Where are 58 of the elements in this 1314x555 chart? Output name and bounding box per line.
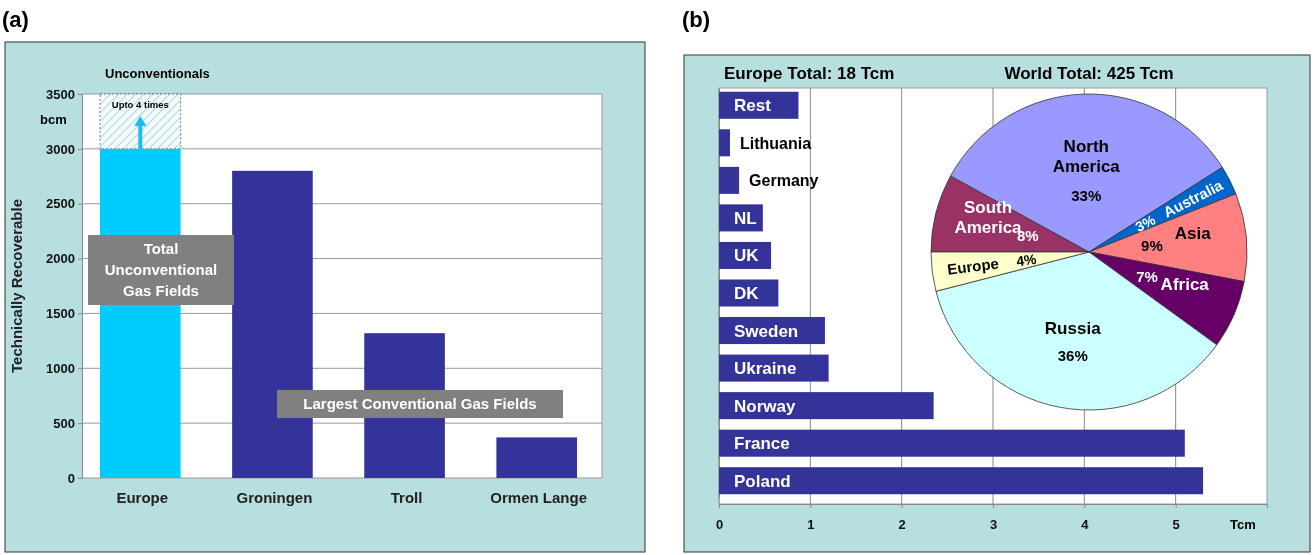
slice-label: Russia bbox=[1044, 319, 1102, 339]
y-tick-label: 3000 bbox=[46, 141, 75, 157]
y-tick-label: Ukraine bbox=[734, 359, 797, 379]
y-tick-label: Sweden bbox=[734, 321, 799, 341]
data-label: 7% bbox=[1136, 268, 1158, 286]
text: (b) bbox=[682, 7, 711, 32]
x-tick-label: Europe bbox=[116, 489, 169, 506]
y-tick-label: France bbox=[734, 434, 790, 454]
y-tick-label: Lithuania bbox=[739, 134, 812, 152]
data-label: 33% bbox=[1071, 187, 1102, 205]
bar bbox=[719, 279, 779, 307]
slice-label: Europe bbox=[946, 254, 1000, 278]
y-axis-title: Technically Recoverable bbox=[8, 199, 25, 373]
x-tick-label: 4 bbox=[1081, 517, 1090, 533]
bar bbox=[496, 437, 577, 478]
y-tick-label: UK bbox=[734, 246, 760, 266]
bar bbox=[719, 429, 1185, 457]
x-tick-label: Troll bbox=[390, 489, 423, 506]
data-label: 3% bbox=[1132, 211, 1159, 236]
annotation: Upto 4 times bbox=[111, 99, 169, 110]
x-tick-label: 0 bbox=[715, 517, 724, 533]
chart-title: World Total: 425 Tcm bbox=[1004, 64, 1174, 83]
slice-label: Africa bbox=[1160, 275, 1210, 295]
y-tick-label: Rest bbox=[734, 96, 772, 116]
x-tick-label: Groningen bbox=[236, 489, 313, 506]
data-label: 9% bbox=[1141, 237, 1163, 255]
annotation: Total Unconventional Gas Fields bbox=[104, 240, 218, 299]
y-tick-label: Poland bbox=[734, 471, 791, 491]
bar bbox=[719, 129, 730, 157]
y-tick-label: 500 bbox=[53, 415, 75, 431]
slice-label: Asia bbox=[1174, 224, 1212, 244]
x-tick-label: Ormen Lange bbox=[490, 489, 588, 506]
text: (a) bbox=[2, 7, 29, 32]
data-label: 4% bbox=[1015, 250, 1038, 270]
slice-label: North America bbox=[1052, 137, 1121, 177]
y-tick-label: Germany bbox=[749, 172, 819, 190]
text: bcm bbox=[40, 112, 67, 127]
y-tick-label: 1000 bbox=[46, 360, 75, 376]
y-tick-label: NL bbox=[734, 208, 757, 228]
y-tick-label: 0 bbox=[67, 470, 75, 486]
y-tick-label: 2500 bbox=[46, 196, 75, 212]
data-label: 36% bbox=[1057, 347, 1088, 365]
y-tick-label: DK bbox=[734, 284, 760, 303]
annotation: Largest Conventional Gas Fields bbox=[303, 395, 537, 412]
y-tick-label: 2000 bbox=[46, 251, 75, 267]
chart-title: Unconventionals bbox=[105, 66, 210, 81]
x-tick-label: 2 bbox=[898, 517, 906, 533]
bar bbox=[719, 392, 934, 420]
x-axis-title: Tcm bbox=[1230, 517, 1256, 532]
y-tick-label: 3500 bbox=[46, 86, 75, 102]
x-tick-label: 3 bbox=[989, 517, 998, 533]
x-tick-label: 5 bbox=[1172, 517, 1180, 533]
bar bbox=[719, 166, 740, 194]
y-tick-label: Norway bbox=[734, 396, 796, 416]
chart-title: Europe Total: 18 Tcm bbox=[724, 64, 895, 83]
y-tick-label: 1500 bbox=[46, 306, 75, 322]
x-tick-label: 1 bbox=[807, 517, 815, 533]
bar bbox=[719, 467, 1204, 495]
